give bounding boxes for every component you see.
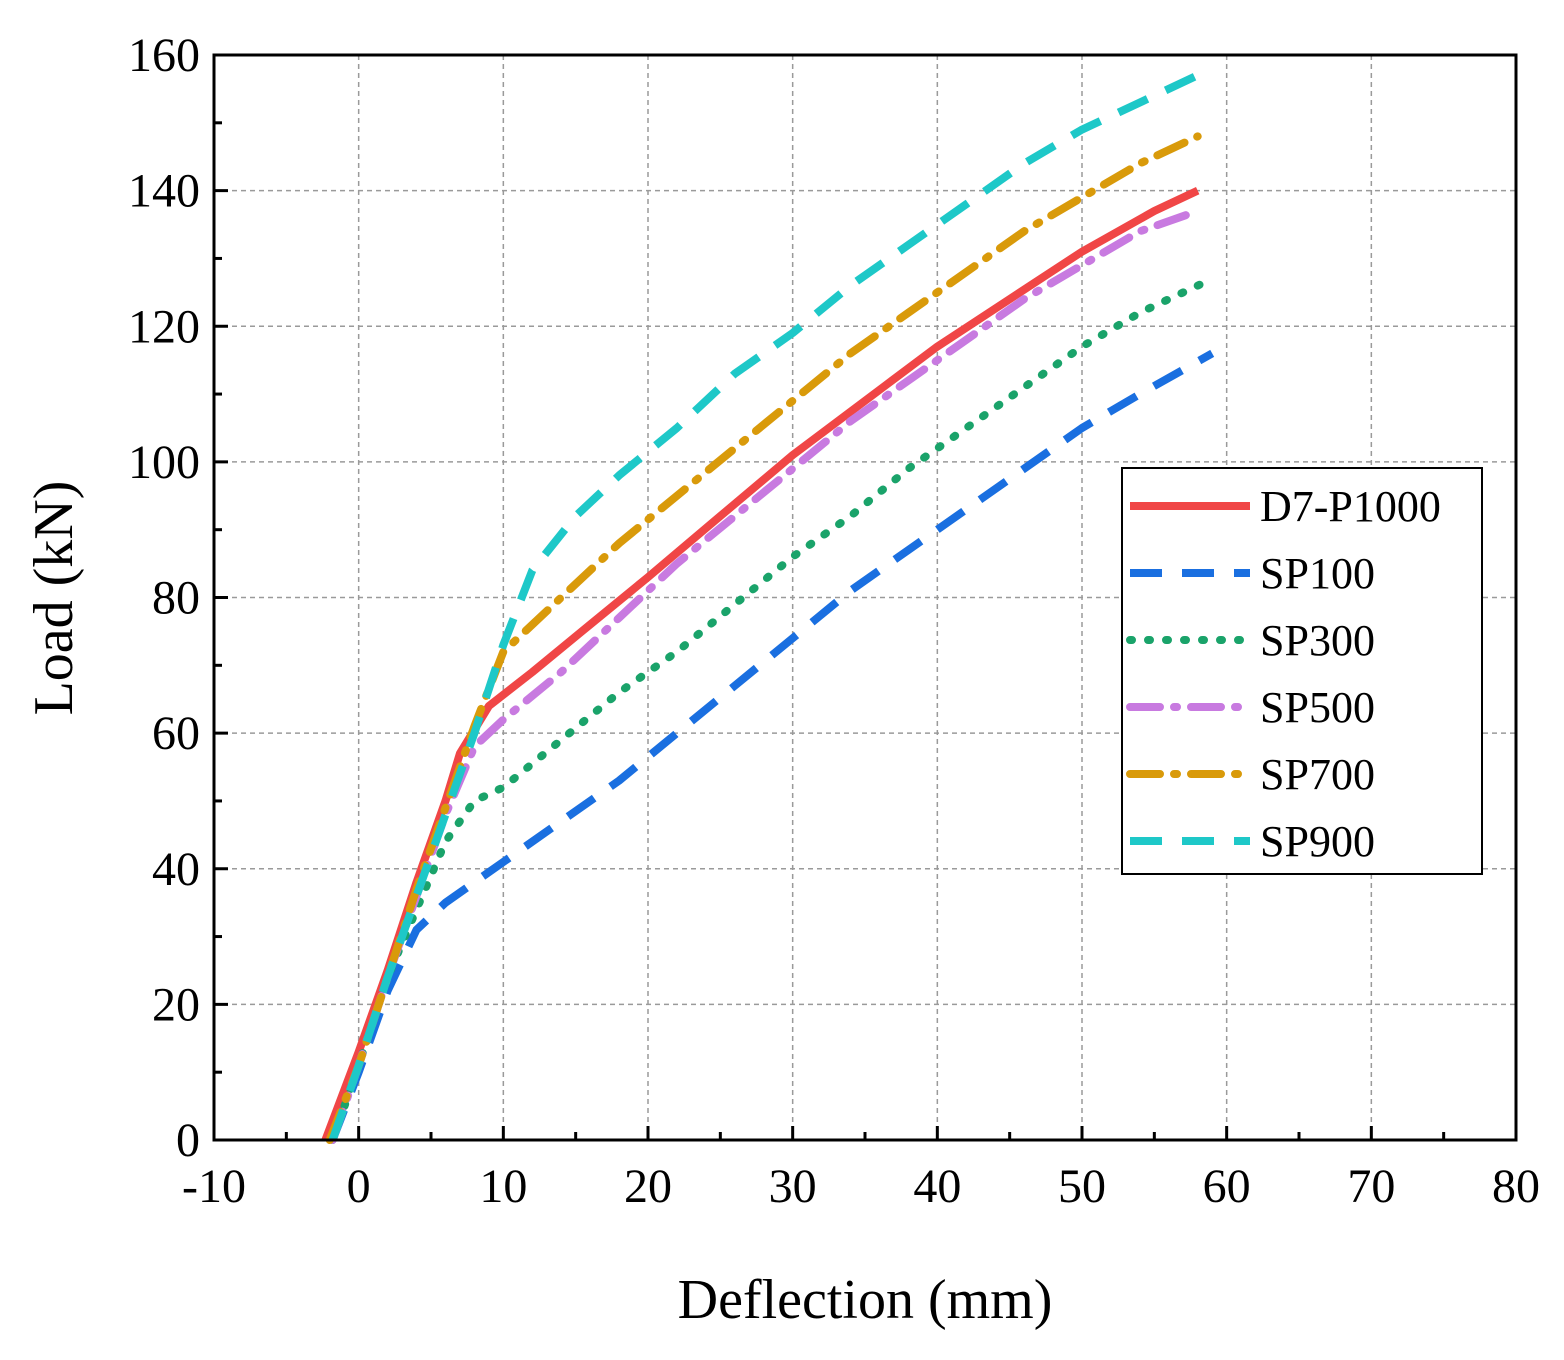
series-line-sp900 [328, 71, 1200, 1142]
series-lines [321, 71, 1217, 1144]
legend-label-sp300: SP300 [1260, 616, 1375, 665]
grid-lines [214, 55, 1516, 1140]
x-tick-labels: -10 0 10 20 30 40 50 60 70 80 [182, 1160, 1540, 1213]
legend-box [1121, 467, 1483, 875]
y-tick-label: 160 [128, 29, 200, 82]
x-tick-label: 10 [479, 1160, 527, 1213]
y-tick-label: 140 [128, 165, 200, 218]
x-tick-label: 0 [347, 1160, 371, 1213]
x-tick-label: 80 [1492, 1160, 1540, 1213]
axis-ticks [212, 53, 1518, 1142]
series-line-sp100 [328, 349, 1215, 1142]
x-tick-label: 70 [1347, 1160, 1395, 1213]
y-tick-label: 20 [152, 978, 200, 1031]
series-line-sp700 [325, 132, 1202, 1144]
series-line-sp500 [328, 207, 1202, 1144]
series-line-sp300 [328, 274, 1217, 1144]
x-tick-label: -10 [182, 1160, 246, 1213]
legend: D7-P1000 SP100 SP300 SP500 SP700 SP900 [1121, 467, 1483, 875]
x-tick-label: 30 [769, 1160, 817, 1213]
x-tick-label: 20 [624, 1160, 672, 1213]
y-tick-labels: 0 20 40 60 80 100 120 140 160 [128, 29, 200, 1167]
y-tick-label: 40 [152, 843, 200, 896]
legend-label-sp100: SP100 [1260, 549, 1375, 598]
legend-label-sp500: SP500 [1260, 683, 1375, 732]
y-tick-label: 100 [128, 436, 200, 489]
legend-label-sp900: SP900 [1260, 817, 1375, 866]
legend-label-sp700: SP700 [1260, 750, 1375, 799]
y-tick-label: 80 [152, 572, 200, 625]
x-tick-label: 50 [1058, 1160, 1106, 1213]
legend-label-d7-p1000: D7-P1000 [1260, 482, 1441, 531]
x-axis-title: Deflection (mm) [678, 1269, 1053, 1331]
legend-items: D7-P1000 SP100 SP300 SP500 SP700 SP900 [1126, 482, 1441, 866]
y-axis-title: Load (kN) [23, 481, 85, 716]
y-tick-label: 0 [176, 1114, 200, 1167]
y-tick-label: 60 [152, 707, 200, 760]
x-tick-label: 40 [913, 1160, 961, 1213]
x-tick-label: 60 [1203, 1160, 1251, 1213]
y-tick-label: 120 [128, 300, 200, 353]
series-line-d7-p1000 [321, 186, 1200, 1142]
